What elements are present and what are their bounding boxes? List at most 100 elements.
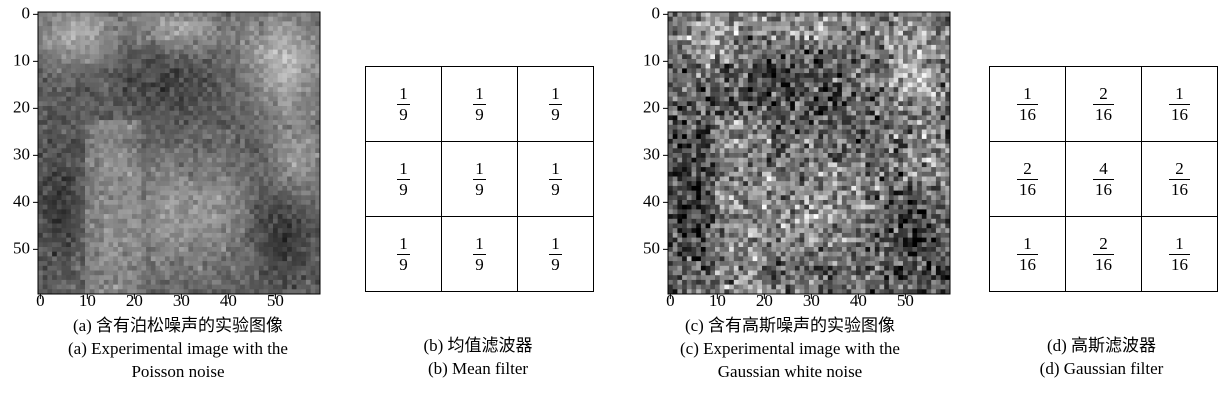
pixel [240,12,245,17]
pixel [165,275,170,280]
caption-en: Poisson noise [0,360,356,383]
pixel [184,130,189,135]
pixel [99,233,104,238]
pixel [62,144,67,149]
pixel [734,50,739,55]
pixel [151,191,156,196]
pixel [141,73,146,78]
pixel [188,64,193,69]
pixel [682,36,687,41]
pixel [250,139,255,144]
pixel [856,59,861,64]
pixel [790,54,795,59]
pixel [889,26,894,31]
pixel [851,97,856,102]
pixel [673,92,678,97]
pixel [865,83,870,88]
pixel [156,59,161,64]
pixel [311,271,316,276]
pixel [90,50,95,55]
pixel [757,54,762,59]
pixel [259,21,264,26]
pixel [226,256,231,261]
pixel [109,186,114,191]
pixel [701,68,706,73]
pixel [790,101,795,106]
pixel [301,139,306,144]
pixel [682,106,687,111]
pixel [90,256,95,261]
pixel [141,26,146,31]
pixel [231,101,236,106]
pixel [245,106,250,111]
pixel [847,17,852,22]
pixel [38,167,43,172]
pixel [71,59,76,64]
pixel [301,195,306,200]
pixel [207,177,212,182]
pixel [301,214,306,219]
pixel [179,153,184,158]
pixel [62,158,67,163]
pixel [724,12,729,17]
pixel [47,78,52,83]
pixel [170,59,175,64]
pixel [57,68,62,73]
pixel [179,209,184,214]
pixel [188,162,193,167]
pixel [160,205,165,210]
pixel [38,139,43,144]
pixel [297,252,302,257]
pixel [875,59,880,64]
pixel [710,26,715,31]
pixel [875,106,880,111]
pixel [927,31,932,36]
pixel [165,87,170,92]
pixel [245,186,250,191]
pixel [668,97,673,102]
pixel [273,64,278,69]
pixel [259,92,264,97]
pixel [889,78,894,83]
pixel [278,45,283,50]
pixel [706,21,711,26]
pixel [311,181,316,186]
pixel [282,59,287,64]
pixel [94,101,99,106]
pixel [668,83,673,88]
numerator: 1 [473,84,486,105]
pixel [156,50,161,55]
pixel [85,266,90,271]
pixel [193,68,198,73]
pixel [287,40,292,45]
pixel [245,31,250,36]
pixel [687,26,692,31]
pixel [776,83,781,88]
pixel [57,233,62,238]
pixel [710,36,715,41]
pixel [245,83,250,88]
pixel [160,247,165,252]
pixel [724,73,729,78]
pixel [743,31,748,36]
pixel [207,130,212,135]
pixel [282,153,287,158]
pixel [170,167,175,172]
pixel [268,139,273,144]
pixel [71,280,76,285]
pixel [146,228,151,233]
pixel [123,280,128,285]
pixel [127,153,132,158]
pixel [212,87,217,92]
pixel [66,167,71,172]
pixel [226,275,231,280]
pixel [90,125,95,130]
pixel [141,271,146,276]
pixel [875,40,880,45]
pixel [931,50,936,55]
pixel [931,64,936,69]
pixel [146,238,151,243]
pixel [842,92,847,97]
pixel [221,195,226,200]
pixel [240,186,245,191]
